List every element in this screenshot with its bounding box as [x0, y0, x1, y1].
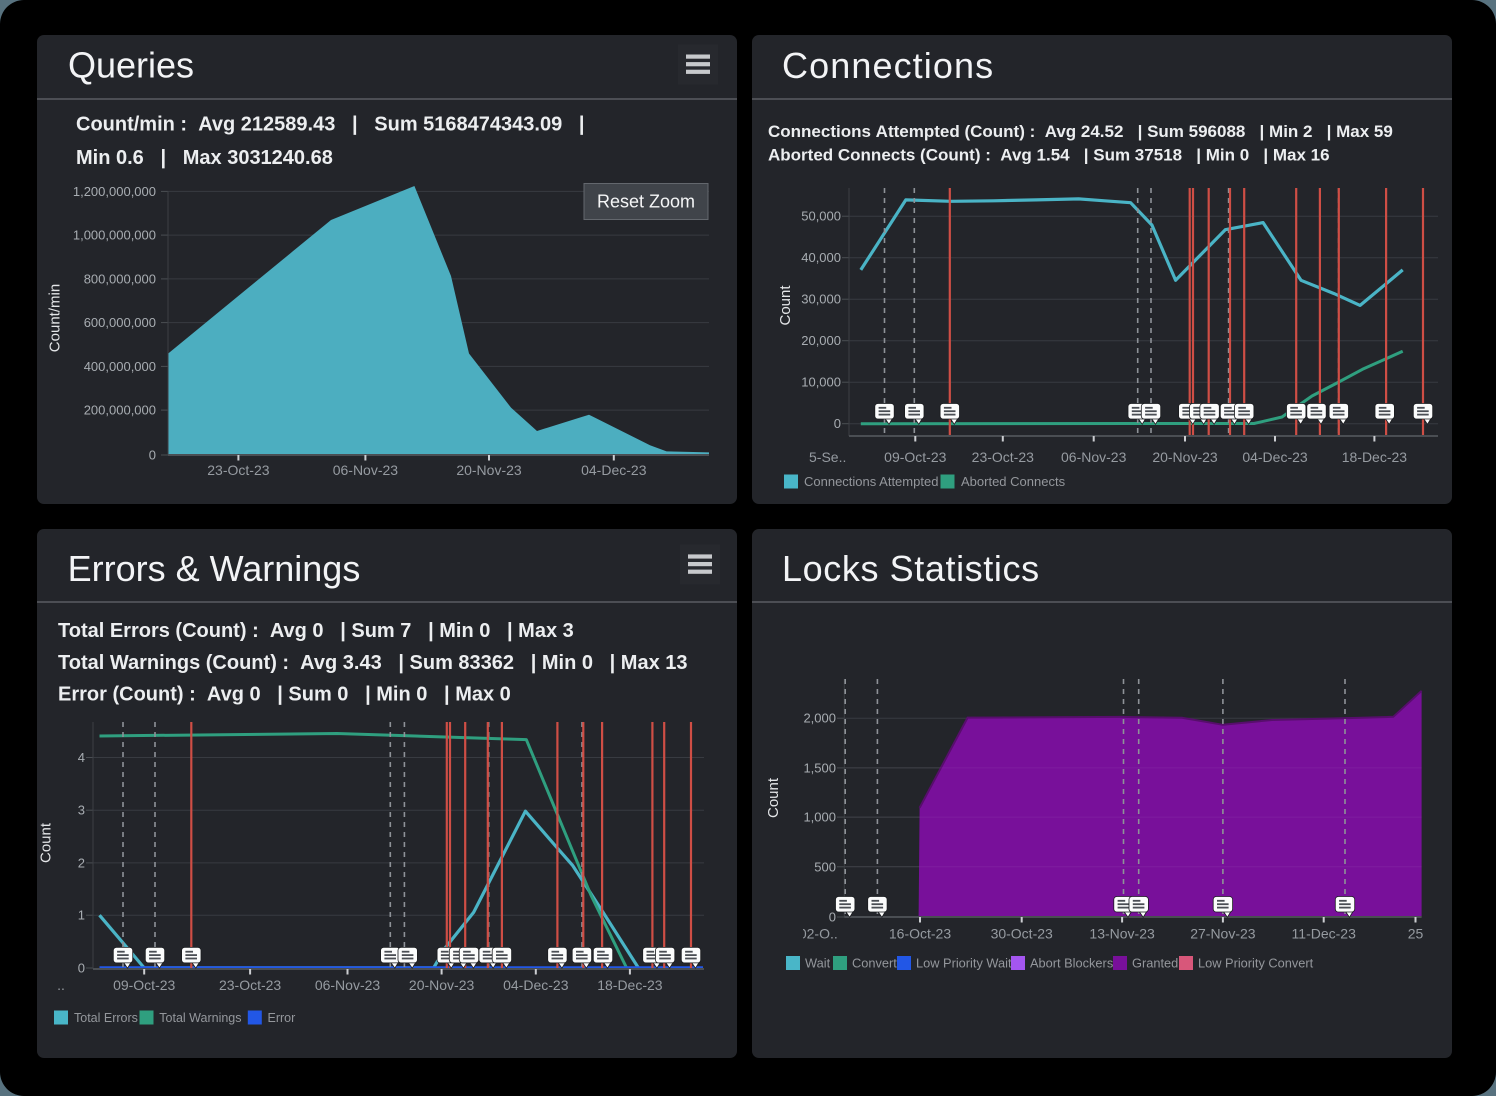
svg-text:Error (Count) : Avg 0 | Sum: Error (Count) : Avg 0 | Sum 0 | Min 0 | …: [58, 684, 511, 706]
svg-text:2: 2: [78, 855, 85, 870]
svg-text:Total Errors (Count) : Avg 0: Total Errors (Count) : Avg 0 | Sum 7 | M…: [58, 620, 574, 642]
svg-text:4: 4: [78, 750, 85, 765]
svg-text:25: 25: [1408, 926, 1424, 942]
svg-text:23-Oct-23: 23-Oct-23: [972, 449, 1034, 465]
svg-text:Connections: Connections: [782, 45, 994, 86]
svg-text:400,000,000: 400,000,000: [84, 359, 156, 374]
svg-text:Low Priority Wait: Low Priority Wait: [916, 956, 1012, 971]
svg-text:1,000,000,000: 1,000,000,000: [73, 228, 156, 243]
svg-text:Errors & Warnings: Errors & Warnings: [68, 548, 361, 589]
svg-text:11-Dec-23: 11-Dec-23: [1292, 926, 1357, 942]
svg-text:Count: Count: [777, 285, 794, 326]
svg-text:Min 0.6 | Max 3031240.68: Min 0.6 | Max 3031240.68: [76, 147, 333, 169]
svg-text:2,000: 2,000: [803, 711, 836, 726]
svg-text:0: 0: [78, 961, 85, 976]
svg-text:Abort Blockers: Abort Blockers: [1030, 956, 1113, 971]
svg-text:Reset Zoom: Reset Zoom: [597, 192, 695, 212]
svg-text:23-Oct-23: 23-Oct-23: [219, 977, 281, 993]
svg-text:1,500: 1,500: [803, 760, 836, 775]
svg-text:Total Warnings: Total Warnings: [159, 1011, 241, 1025]
svg-text:18-Dec-23: 18-Dec-23: [1342, 449, 1408, 465]
svg-text:3: 3: [78, 803, 85, 818]
svg-text:20-Nov-23: 20-Nov-23: [456, 462, 522, 478]
svg-text:10,000: 10,000: [801, 375, 841, 390]
svg-text:500: 500: [814, 859, 836, 874]
svg-text:..: ..: [57, 977, 65, 993]
svg-text:1: 1: [78, 908, 85, 923]
svg-text:Aborted Connects (Count) : Av: Aborted Connects (Count) : Avg 1.54 | Su…: [768, 145, 1330, 164]
svg-text:20-Nov-23: 20-Nov-23: [1152, 449, 1218, 465]
svg-text:04-Dec-23: 04-Dec-23: [581, 462, 647, 478]
svg-text:40,000: 40,000: [801, 250, 841, 265]
svg-text:04-Dec-23: 04-Dec-23: [503, 977, 569, 993]
svg-text:800,000,000: 800,000,000: [84, 271, 156, 286]
svg-text:16-Oct-23: 16-Oct-23: [889, 926, 951, 942]
svg-text:20-Nov-23: 20-Nov-23: [409, 977, 475, 993]
svg-text:0: 0: [834, 416, 841, 431]
svg-text:Aborted Connects: Aborted Connects: [961, 474, 1066, 489]
svg-text:04-Dec-23: 04-Dec-23: [1242, 449, 1308, 465]
svg-text:200,000,000: 200,000,000: [84, 403, 156, 418]
svg-text:Count/min : Avg 212589.43 |: Count/min : Avg 212589.43 | Sum 51684743…: [76, 114, 584, 136]
svg-text:600,000,000: 600,000,000: [84, 315, 156, 330]
svg-text:0: 0: [829, 910, 836, 925]
svg-text:Total Warnings (Count) : Avg: Total Warnings (Count) : Avg 3.43 | Sum …: [58, 652, 688, 674]
svg-text:1,200,000,000: 1,200,000,000: [73, 184, 156, 199]
svg-text:06-Nov-23: 06-Nov-23: [333, 462, 399, 478]
svg-text:Granted: Granted: [1132, 956, 1178, 971]
svg-text:06-Nov-23: 06-Nov-23: [315, 977, 381, 993]
svg-text:Count/min: Count/min: [47, 284, 64, 352]
svg-text:1,000: 1,000: [803, 810, 836, 825]
svg-text:Locks Statistics: Locks Statistics: [782, 548, 1040, 589]
svg-text:13-Nov-23: 13-Nov-23: [1089, 926, 1155, 942]
svg-text:23-Oct-23: 23-Oct-23: [207, 462, 269, 478]
svg-text:Connections Attempted: Connections Attempted: [804, 474, 938, 489]
svg-text:0: 0: [149, 448, 156, 463]
svg-text:50,000: 50,000: [801, 209, 841, 224]
svg-text:Convert: Convert: [852, 956, 897, 971]
svg-text:27-Nov-23: 27-Nov-23: [1190, 926, 1256, 942]
svg-text:20,000: 20,000: [801, 333, 841, 348]
svg-text:30,000: 30,000: [801, 292, 841, 307]
svg-text:06-Nov-23: 06-Nov-23: [1061, 449, 1127, 465]
svg-text:Error: Error: [268, 1011, 296, 1025]
svg-text:5-Se..: 5-Se..: [809, 449, 846, 465]
svg-text:18-Dec-23: 18-Dec-23: [597, 977, 663, 993]
svg-text:Count: Count: [765, 777, 782, 818]
svg-text:Count: Count: [38, 822, 55, 863]
svg-text:Total Errors: Total Errors: [74, 1011, 138, 1025]
svg-text:Connections Attempted (Count): Connections Attempted (Count) : Avg 24.5…: [768, 122, 1393, 141]
svg-text:30-Oct-23: 30-Oct-23: [991, 926, 1053, 942]
svg-text:02-O..: 02-O..: [799, 926, 838, 942]
svg-text:Queries: Queries: [68, 45, 194, 86]
svg-text:09-Oct-23: 09-Oct-23: [884, 449, 946, 465]
svg-text:Low Priority Convert: Low Priority Convert: [1198, 956, 1314, 971]
svg-text:09-Oct-23: 09-Oct-23: [113, 977, 175, 993]
svg-text:Wait: Wait: [805, 956, 831, 971]
